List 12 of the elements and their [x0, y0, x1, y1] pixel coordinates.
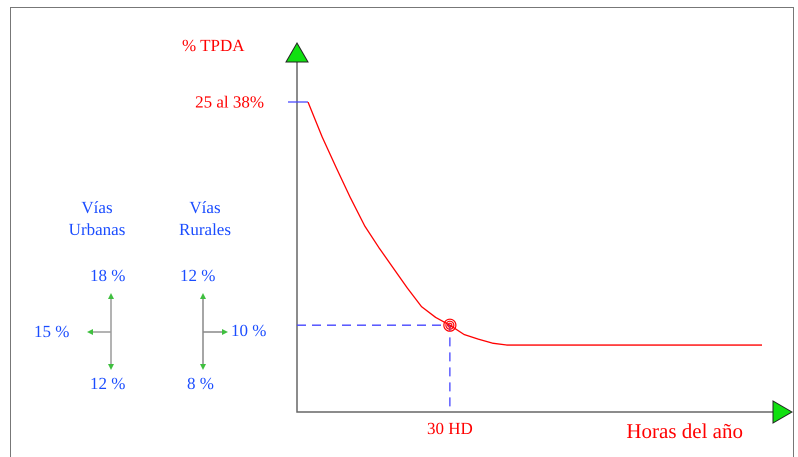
text: 18 % [90, 266, 126, 286]
text: 25 al 38% [195, 92, 264, 112]
text: 15 % [34, 322, 70, 342]
text: 12 % [90, 374, 126, 394]
text: 30 HD [426, 418, 473, 438]
text: 10 % [231, 321, 266, 341]
y-axis-title: % TPDA [182, 36, 244, 56]
text: Vías Rurales [178, 197, 232, 241]
text: Vías Urbanas [68, 197, 126, 241]
text: 12 % [180, 266, 216, 286]
text: 8 % [187, 374, 214, 394]
x-axis-title: Horas del año [626, 419, 743, 444]
